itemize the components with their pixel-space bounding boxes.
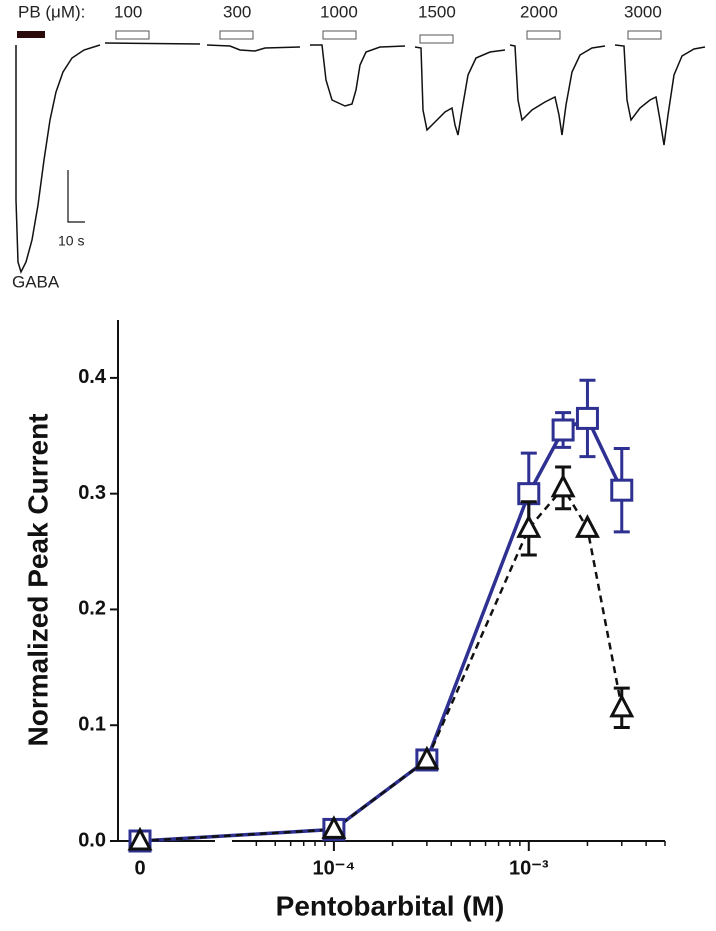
triangle-marker: [574, 514, 600, 538]
y-tick-label: 0.4: [78, 366, 107, 388]
x-tick-label: 10⁻⁴: [313, 857, 356, 879]
gaba-bar: [17, 31, 45, 38]
triangle-marker: [127, 826, 153, 851]
square-marker: [575, 406, 599, 430]
concentration-label: 100: [114, 2, 142, 21]
drug-bar: [419, 34, 454, 44]
triangle-marker: [321, 815, 347, 839]
concentration-label: 1500: [418, 2, 456, 21]
concentration-label: 300: [223, 2, 251, 21]
drug-bar: [115, 30, 150, 40]
trace: [310, 44, 406, 107]
triangle-marker: [516, 514, 542, 538]
scale-bar: [67, 170, 85, 223]
triangle-marker: [609, 693, 635, 718]
series-line: [139, 485, 623, 843]
trace: [614, 44, 706, 146]
pb-label: PB (μM):: [18, 2, 85, 21]
chart: Pentobarbital (M) Normalized Peak Curren…: [22, 320, 666, 921]
y-tick-label: 0.1: [78, 714, 106, 736]
x-tick-label: 10⁻³: [509, 857, 549, 879]
y-axis-title: Normalized Peak Current: [22, 414, 53, 747]
trace: [414, 46, 506, 136]
drug-bar: [219, 30, 254, 40]
concentration-label: 3000: [624, 2, 662, 21]
drug-bar: [526, 30, 561, 40]
triangle-marker: [550, 473, 576, 498]
control-label: GABA: [12, 272, 60, 291]
concentration-label: 1000: [320, 2, 358, 21]
trace: [104, 42, 201, 45]
y-tick-label: 0.3: [78, 482, 106, 504]
series-line: [139, 416, 624, 843]
drug-bar: [627, 30, 662, 40]
trace: [206, 44, 301, 52]
triangle-marker: [414, 745, 440, 770]
y-tick-label: 0.0: [78, 829, 106, 851]
drug-bar: [322, 30, 357, 40]
x-tick-label: 0: [134, 857, 145, 879]
trace-panel: PB (μM): 100 300 1000 1500 2000 3000 10 …: [12, 2, 706, 291]
square-marker: [551, 418, 575, 442]
y-tick-label: 0.2: [78, 598, 106, 620]
trace: [15, 44, 101, 275]
scale-label: 10 s: [58, 233, 84, 249]
trace: [509, 44, 606, 136]
concentration-label: 2000: [520, 2, 558, 21]
x-axis-title: Pentobarbital (M): [276, 890, 505, 921]
square-marker: [610, 478, 634, 502]
